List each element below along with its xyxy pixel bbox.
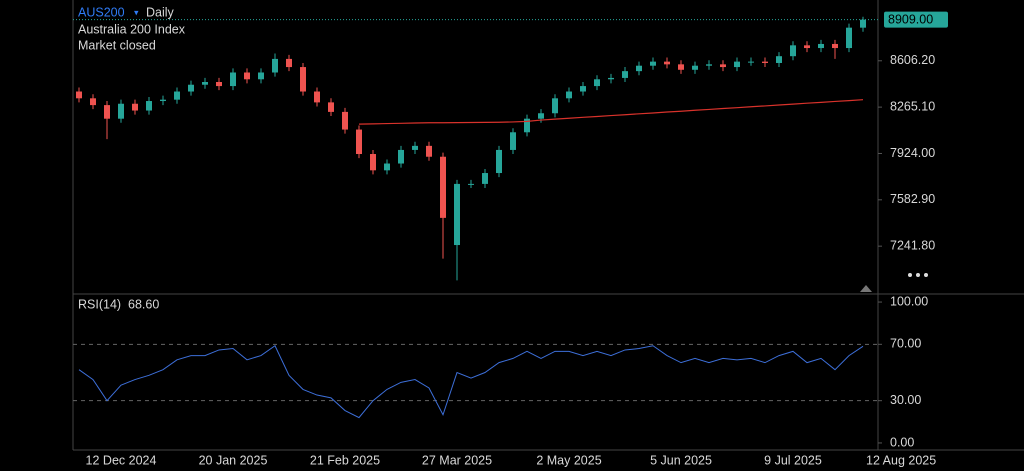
candle-body bbox=[720, 64, 726, 68]
x-tick-label: 9 Jul 2025 bbox=[764, 453, 822, 467]
y-tick-label: 100.00 bbox=[890, 294, 928, 308]
candle-body bbox=[216, 82, 222, 87]
candle-body bbox=[188, 84, 194, 92]
candle-body bbox=[678, 64, 684, 70]
candle-body bbox=[272, 58, 278, 73]
candle-body bbox=[468, 183, 474, 185]
y-tick-label: 30.00 bbox=[890, 393, 921, 407]
candle-body bbox=[524, 118, 530, 133]
instrument-name: Australia 200 Index bbox=[78, 22, 186, 36]
candle-body bbox=[496, 149, 502, 174]
candle-body bbox=[790, 45, 796, 57]
candle-body bbox=[258, 72, 264, 80]
y-tick-label: 7582.90 bbox=[890, 192, 935, 206]
candle-body bbox=[636, 65, 642, 72]
candle-body bbox=[370, 154, 376, 171]
interval[interactable]: Daily bbox=[146, 5, 175, 19]
last-price-label: 8909.00 bbox=[888, 12, 933, 26]
candle-body bbox=[426, 145, 432, 157]
candle-body bbox=[104, 105, 110, 119]
candle-body bbox=[118, 103, 124, 119]
last-price-tag bbox=[884, 11, 948, 28]
x-tick-label: 12 Dec 2024 bbox=[86, 453, 157, 467]
scroll-marker[interactable] bbox=[860, 285, 872, 292]
candle-body bbox=[328, 102, 334, 112]
candle-body bbox=[818, 43, 824, 49]
candle-body bbox=[132, 103, 138, 111]
candle-body bbox=[160, 99, 166, 102]
candle-body bbox=[384, 163, 390, 171]
x-tick-label: 27 Mar 2025 bbox=[422, 453, 492, 467]
candle-body bbox=[832, 43, 838, 49]
candle-body bbox=[748, 61, 754, 63]
plot: 7241.80 7582.90 7924.00 8265.10 8606.20 12 De… bbox=[73, 11, 948, 467]
candle-body bbox=[482, 173, 488, 184]
y-tick-label: 8265.10 bbox=[890, 99, 935, 113]
x-tick-label: 21 Feb 2025 bbox=[310, 453, 380, 467]
candle-body bbox=[804, 45, 810, 49]
x-tick-label: 20 Jan 2025 bbox=[199, 453, 268, 467]
candle-body bbox=[90, 98, 96, 106]
candle-body bbox=[734, 61, 740, 68]
candle-body bbox=[76, 91, 82, 99]
candle-body bbox=[146, 101, 152, 111]
candle-body bbox=[622, 71, 628, 78]
more-menu[interactable] bbox=[908, 273, 928, 277]
rsi-last-value: 68.60 bbox=[128, 297, 159, 311]
candle-body bbox=[846, 27, 852, 49]
candle-body bbox=[244, 72, 250, 80]
y-tick-label: 7924.00 bbox=[890, 146, 935, 160]
y-tick-label: 70.00 bbox=[890, 337, 921, 351]
candle-body bbox=[454, 183, 460, 246]
candle-body bbox=[664, 61, 670, 65]
candle-body bbox=[202, 82, 208, 85]
candle-body bbox=[342, 111, 348, 130]
market-status: Market closed bbox=[78, 38, 156, 52]
candle-body bbox=[762, 61, 768, 63]
candle-body bbox=[552, 98, 558, 114]
y-tick-label: 7241.80 bbox=[890, 238, 935, 252]
candle-body bbox=[860, 19, 866, 28]
candle-body bbox=[776, 56, 782, 63]
candle-body bbox=[566, 91, 572, 99]
candle-body bbox=[608, 77, 614, 80]
candle-body bbox=[650, 61, 656, 66]
symbol-dropdown[interactable]: ▾ bbox=[134, 7, 139, 17]
candle-body bbox=[594, 79, 600, 87]
candle-body bbox=[300, 67, 306, 92]
candle-body bbox=[174, 91, 180, 100]
x-tick-label: 5 Jun 2025 bbox=[650, 453, 712, 467]
candle-body bbox=[510, 132, 516, 150]
candle-body bbox=[580, 86, 586, 92]
x-tick-label: 2 May 2025 bbox=[536, 453, 601, 467]
candle-body bbox=[398, 149, 404, 164]
candle-body bbox=[356, 129, 362, 155]
y-tick-label: 0.00 bbox=[890, 435, 914, 449]
candle-body bbox=[230, 72, 236, 87]
moving-average bbox=[358, 99, 864, 125]
rsi-title: RSI(14) bbox=[78, 297, 121, 311]
rsi-line bbox=[78, 344, 864, 419]
candle-body bbox=[412, 145, 418, 150]
candle-body bbox=[286, 58, 292, 68]
y-tick-label: 8606.20 bbox=[890, 53, 935, 67]
candle-body bbox=[692, 65, 698, 70]
candle-body bbox=[538, 113, 544, 119]
candle-body bbox=[440, 156, 446, 218]
x-tick-label: 12 Aug 2025 bbox=[866, 453, 936, 467]
candle-body bbox=[706, 64, 712, 66]
symbol[interactable]: AUS200 bbox=[78, 5, 125, 19]
candle-body bbox=[314, 91, 320, 103]
